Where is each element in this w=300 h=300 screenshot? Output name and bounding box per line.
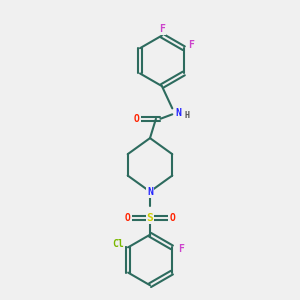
Text: F: F xyxy=(159,24,165,34)
Text: N: N xyxy=(175,108,181,118)
Text: F: F xyxy=(178,244,184,254)
Text: N: N xyxy=(147,187,153,196)
Text: S: S xyxy=(147,213,153,224)
Text: O: O xyxy=(169,213,175,224)
Text: Cl: Cl xyxy=(112,239,124,249)
Text: O: O xyxy=(134,114,140,124)
Text: H: H xyxy=(185,111,190,120)
Text: F: F xyxy=(188,40,194,50)
Text: O: O xyxy=(125,213,130,224)
